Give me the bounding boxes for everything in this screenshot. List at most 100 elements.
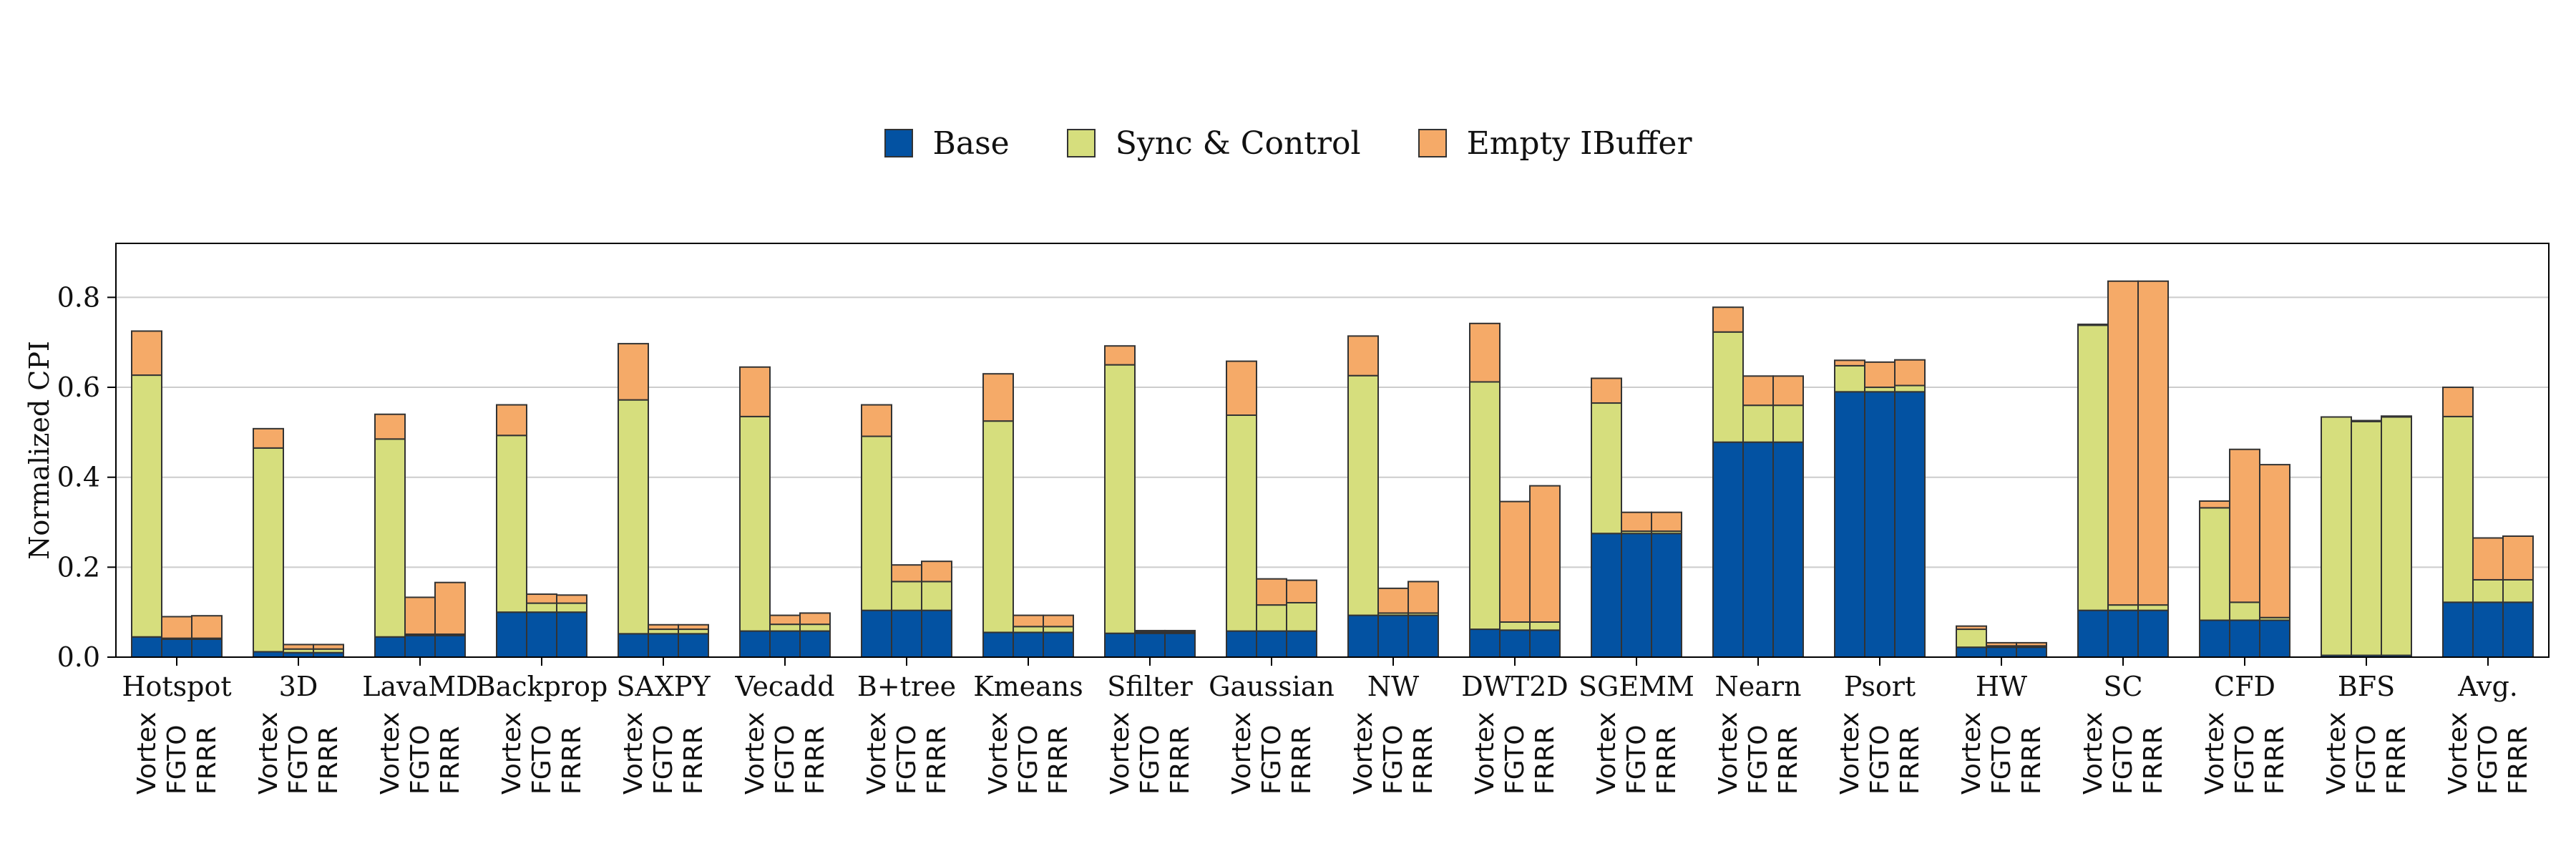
bar-segment-base [191,638,223,659]
bar-segment-base [1043,631,1074,659]
legend-item-sync-control: Sync & Control [1066,125,1361,162]
config-label: FRRR [1409,726,1438,795]
category-label: SGEMM [1579,671,1694,702]
config-label: Vortex [2079,712,2108,795]
bar-segment-empty-ibuffer [2137,280,2169,606]
bar-segment-empty-ibuffer [1499,500,1531,623]
category-label: CFD [2214,671,2275,702]
bar-segment-base [1134,632,1166,658]
config-label: Vortex [1227,712,1257,795]
bar-segment-base [861,609,892,659]
bar-segment-sync-control [253,447,284,653]
bar-segment-base [1164,632,1196,658]
bar-segment-empty-ibuffer [1834,359,1865,367]
bar-segment-base [1407,614,1439,658]
bar-segment-base [1712,441,1744,658]
config-label: FRRR [192,726,222,795]
bar-segment-empty-ibuffer [1742,375,1774,407]
bar-segment-sync-control [982,420,1014,634]
config-label: FGTO [1379,724,1408,795]
bar-segment-empty-ibuffer [2016,641,2047,647]
category-label: Sfilter [1107,671,1193,702]
bar-segment-empty-ibuffer [191,615,223,639]
bar-segment-base [2199,619,2230,658]
config-label: Vortex [2444,712,2473,795]
bar-segment-base [1013,631,1044,659]
config-label: Vortex [497,712,527,795]
legend-label-sync-control: Sync & Control [1115,125,1361,162]
config-label: FGTO [1622,724,1652,795]
bar-segment-sync-control [1591,402,1622,535]
bar-segment-empty-ibuffer [1529,485,1561,623]
legend-label-empty-ibuffer: Empty IBuffer [1466,125,1692,162]
config-label: Vortex [1592,712,1621,795]
bar-segment-base [2442,601,2474,658]
config-label: FGTO [1744,724,1773,795]
bar-segment-base [526,611,557,658]
config-label: Vortex [1957,712,1986,795]
bar-segment-sync-control [2199,507,2230,621]
bar-segment-sync-control [2442,415,2474,603]
legend-swatch-empty-ibuffer [1418,129,1447,157]
config-label: FGTO [2230,724,2260,795]
bar-segment-empty-ibuffer [1347,335,1379,377]
bar-segment-sync-control [2351,420,2382,656]
bar-segment-base [2137,609,2169,659]
bar-segment-base [1104,632,1136,658]
bar-segment-base [2472,601,2504,658]
plot-frame [115,243,2550,658]
bar-segment-empty-ibuffer [769,614,801,626]
bar-segment-base [1469,629,1501,659]
y-tick-label: 0.6 [57,372,100,403]
legend-item-empty-ibuffer: Empty IBuffer [1418,125,1692,162]
config-label: FRRR [1044,726,1073,795]
bar-segment-sync-control [2502,578,2534,603]
bar-segment-base [921,609,952,659]
bar-segment-sync-control [1894,384,1926,393]
bar-segment-empty-ibuffer [618,343,649,401]
bar-segment-empty-ibuffer [1407,581,1439,614]
bar-segment-base [1256,630,1287,658]
bar-segment-sync-control [2321,416,2352,656]
bar-segment-empty-ibuffer [2442,387,2474,417]
config-label: FGTO [1987,724,2016,795]
category-label: Psort [1844,671,1916,702]
config-label: Vortex [1349,712,1378,795]
bar-segment-base [1377,614,1409,658]
bar-segment-empty-ibuffer [253,427,284,449]
bar-segment-sync-control [1256,604,1287,632]
config-label: Vortex [1714,712,1743,795]
category-label: Vecadd [734,671,834,702]
config-label: Vortex [2200,712,2230,795]
config-label: FRRR [679,726,708,795]
bar-segment-sync-control [131,374,162,638]
config-label: FRRR [1531,726,1560,795]
bar-segment-sync-control [1712,331,1744,443]
config-label: Vortex [376,712,405,795]
bar-segment-empty-ibuffer [1164,629,1196,633]
config-label: FRRR [2260,726,2290,795]
bar-segment-base [678,633,709,659]
bar-segment-base [404,634,436,659]
category-label: SAXPY [616,671,711,702]
bar-segment-sync-control [2229,601,2260,621]
y-axis-label: Normalized CPI [24,341,55,560]
config-label: FRRR [2017,726,2046,795]
bar-segment-sync-control [374,438,406,638]
bar-segment-sync-control [1469,381,1501,631]
bar-segment-base [2229,619,2260,658]
bar-segment-empty-ibuffer [2229,448,2260,603]
bar-segment-sync-control [1286,601,1317,632]
y-tick-label: 0.8 [57,281,100,313]
bar-segment-base [434,634,466,659]
bar-segment-empty-ibuffer [799,612,831,626]
bar-segment-empty-ibuffer [404,596,436,635]
config-label: Vortex [1835,712,1865,795]
bars [131,280,2534,659]
category-label: 3D [279,671,318,702]
config-label: Vortex [741,712,770,795]
config-label: FRRR [801,726,830,795]
config-label: FRRR [2504,726,2533,795]
bar-segment-base [496,611,527,658]
